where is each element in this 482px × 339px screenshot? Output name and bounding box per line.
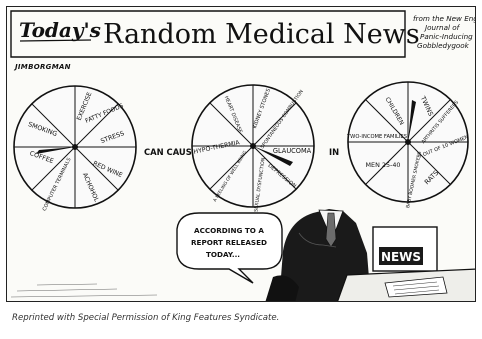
speech-line-2: REPORT RELEASED (191, 238, 267, 247)
source-note: from the New England Journal of Panic-In… (413, 14, 476, 50)
cartoon-panel: Today's Random Medical News from the New… (6, 6, 476, 302)
wheel-subjects: TWINS ARTHRITIS SUFFERERS 7 OUT OF 10 WO… (346, 81, 470, 209)
news-desk: NEWS (337, 226, 475, 301)
wheel-causes: EXERCISE FATTY FOODS STRESS RED WINE ACH… (13, 85, 137, 212)
newscaster-tie (325, 212, 337, 248)
background-hatching (10, 283, 158, 298)
wheel-effects-pointer (253, 146, 293, 166)
speech-bubble: ACCORDING TO A REPORT RELEASED TODAY... (176, 212, 283, 284)
wheel-causes-hub (72, 144, 78, 150)
source-line-1: from the New England (413, 14, 476, 23)
newscaster-lapel (298, 232, 337, 248)
news-sign-plate (379, 247, 423, 265)
news-paper-lines (392, 281, 440, 295)
connector-in: IN (329, 147, 339, 157)
source-line-2: Journal of (423, 23, 461, 32)
wheel-effects-hub (250, 143, 256, 149)
wheel-subjects-hub (405, 139, 411, 145)
credit-line: Reprinted with Special Permission of Kin… (12, 313, 280, 323)
newscaster-arm (265, 275, 299, 301)
artist-signature: JIMBORGMAN (13, 63, 71, 71)
news-papers (384, 276, 448, 298)
connector-can-cause: CAN CAUSE (144, 147, 198, 157)
speech-line-1: ACCORDING TO A (194, 226, 264, 235)
wheel-effects-segment-3: GLAUCOMA (273, 147, 312, 155)
todays-underline (19, 39, 92, 42)
page-title: Random Medical News (103, 19, 420, 50)
wheel-subjects-spokes (348, 82, 468, 202)
wheel-subjects-segment-7: TWO-INCOME FAMILIES (346, 134, 407, 140)
title-banner: Today's Random Medical News (10, 10, 420, 58)
source-line-4: Gobbledygook (417, 41, 470, 50)
cartoon-illustration: Today's Random Medical News from the New… (10, 10, 476, 301)
wheel-effects: KIDNEY STONES SPONTANEOUS COMBUSTION GLA… (191, 84, 315, 212)
wheel-causes-spokes (14, 86, 136, 208)
source-line-3: Panic-Inducing (420, 32, 473, 41)
news-sign-label: NEWS (381, 250, 421, 264)
wheel-causes-pointer (36, 147, 75, 154)
wheel-effects-spokes (192, 85, 314, 207)
speech-line-3: TODAY... (206, 250, 240, 259)
wheel-subjects-segment-6: MEN 25-40 (366, 161, 401, 169)
wheel-subjects-pointer (408, 100, 416, 142)
todays-label: Today's (19, 18, 101, 42)
